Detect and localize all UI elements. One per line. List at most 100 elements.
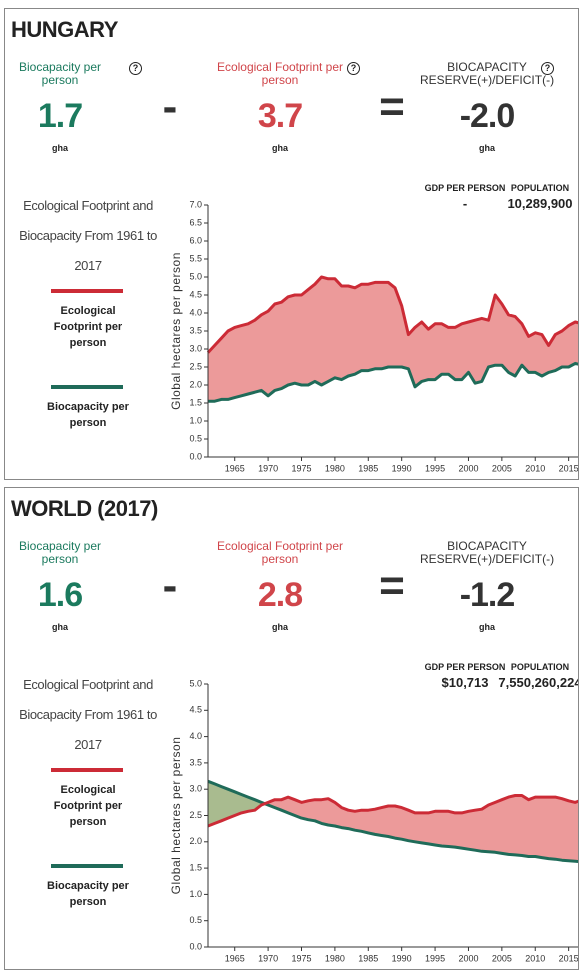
x-tick-label: 1985 xyxy=(358,953,378,963)
x-tick-label: 2015 xyxy=(559,953,579,963)
legend-label: Biocapacity per person xyxy=(47,880,129,908)
country-panel: ? ? ? HUNGARY Biocapacity per person 1.7 gh… xyxy=(4,8,579,480)
y-tick-label: 2.0 xyxy=(189,836,202,846)
biocapacity-value: 1.6 xyxy=(37,576,83,614)
chart-caption: Ecological Footprint and Biocapacity Fro… xyxy=(19,677,157,752)
legend-label: Ecological Footprint per person xyxy=(53,784,123,828)
biocapacity-unit: gha xyxy=(51,622,68,632)
x-tick-label: 1995 xyxy=(425,953,445,963)
y-tick-label: 1.5 xyxy=(189,862,202,872)
world-panel: WORLD (2017) Biocapacity per person 1.6 gha… xyxy=(4,487,579,970)
x-tick-label: 1990 xyxy=(392,463,412,473)
footprint-value: 2.8 xyxy=(257,576,303,614)
gdp-label: GDP PER PERSON xyxy=(424,183,506,193)
y-tick-label: 7.0 xyxy=(189,199,202,209)
gap-area xyxy=(208,795,578,862)
x-tick-label: 1990 xyxy=(392,953,412,963)
y-axis-label: Global hectares per person xyxy=(169,252,183,410)
y-tick-label: 0.5 xyxy=(189,433,202,443)
series-line xyxy=(208,361,578,403)
panel-title: WORLD (2017) xyxy=(11,496,158,521)
population-label: POPULATION xyxy=(510,183,570,193)
legend-label: Biocapacity per person xyxy=(47,401,129,429)
y-tick-label: 5.5 xyxy=(189,253,202,263)
biocapacity-label: Biocapacity per person xyxy=(18,539,102,566)
series-line xyxy=(206,275,578,354)
biocapacity-label: Biocapacity per person xyxy=(18,60,102,87)
population-label: POPULATION xyxy=(510,662,570,672)
y-tick-label: 1.0 xyxy=(189,415,202,425)
equals-sign: = xyxy=(379,82,405,131)
x-tick-label: 2010 xyxy=(525,463,545,473)
minus-sign: - xyxy=(162,82,178,131)
y-tick-label: 0.5 xyxy=(189,915,202,925)
x-tick-label: 1975 xyxy=(291,463,311,473)
x-tick-label: 2000 xyxy=(458,953,478,963)
population-value: 7,550,260,224 xyxy=(498,675,579,690)
help-icon[interactable]: ? xyxy=(129,62,142,75)
x-tick-label: 2010 xyxy=(525,953,545,963)
population-value: 10,289,900 xyxy=(507,196,573,211)
reserve-label: BIOCAPACITY RESERVE(+)/DEFICIT(-) xyxy=(419,60,555,87)
help-icon[interactable]: ? xyxy=(541,62,554,75)
x-tick-label: 2005 xyxy=(492,953,512,963)
y-tick-label: 3.0 xyxy=(189,784,202,794)
series-line xyxy=(207,779,578,864)
reserve-value: -1.2 xyxy=(459,576,516,614)
y-tick-label: 4.5 xyxy=(189,289,202,299)
y-tick-label: 3.0 xyxy=(189,343,202,353)
y-tick-label: 5.0 xyxy=(189,271,202,281)
y-tick-label: 0.0 xyxy=(189,941,202,951)
x-tick-label: 2015 xyxy=(559,463,579,473)
gdp-label: GDP PER PERSON xyxy=(424,662,506,672)
legend-swatch xyxy=(51,289,123,293)
y-tick-label: 1.5 xyxy=(189,397,202,407)
y-tick-label: 2.5 xyxy=(189,361,202,371)
equals-sign: = xyxy=(379,561,405,610)
x-tick-label: 1980 xyxy=(325,953,345,963)
reserve-unit: gha xyxy=(478,622,495,632)
footprint-unit: gha xyxy=(271,622,288,632)
legend-swatch xyxy=(51,385,123,389)
x-tick-label: 1980 xyxy=(325,463,345,473)
x-tick-label: 1975 xyxy=(291,953,311,963)
y-tick-label: 4.0 xyxy=(189,731,202,741)
biocapacity-unit: gha xyxy=(51,143,68,153)
y-tick-label: 4.5 xyxy=(189,705,202,715)
x-tick-label: 2005 xyxy=(492,463,512,473)
biocapacity-value: 1.7 xyxy=(37,97,83,135)
legend-swatch xyxy=(51,768,123,772)
y-axis-label: Global hectares per person xyxy=(169,737,183,895)
y-tick-label: 4.0 xyxy=(189,307,202,317)
y-tick-label: 0.0 xyxy=(189,451,202,461)
y-tick-label: 2.5 xyxy=(189,810,202,820)
minus-sign: - xyxy=(162,561,178,610)
chart: 0.0 0.5 1.0 1.5 2.0 2.5 3.0 3.5 4.0 4.5 5.0 1965 197… xyxy=(169,678,579,963)
footprint-value: 3.7 xyxy=(257,97,303,135)
legend-label: Ecological Footprint per person xyxy=(53,305,123,349)
gdp-value: $10,713 xyxy=(441,675,489,690)
reserve-value: -2.0 xyxy=(459,97,516,135)
x-tick-label: 2000 xyxy=(458,463,478,473)
footprint-unit: gha xyxy=(271,143,288,153)
gdp-value: - xyxy=(462,196,468,211)
x-tick-label: 1995 xyxy=(425,463,445,473)
y-tick-label: 5.0 xyxy=(189,678,202,688)
reserve-label: BIOCAPACITY RESERVE(+)/DEFICIT(-) xyxy=(419,539,555,566)
chart-caption: Ecological Footprint and Biocapacity Fro… xyxy=(19,198,157,273)
y-tick-label: 6.0 xyxy=(189,235,202,245)
legend-swatch xyxy=(51,864,123,868)
x-tick-label: 1965 xyxy=(225,953,245,963)
x-tick-label: 1985 xyxy=(358,463,378,473)
x-tick-label: 1970 xyxy=(258,463,278,473)
y-tick-label: 3.5 xyxy=(189,325,202,335)
footprint-label: Ecological Footprint per person xyxy=(216,539,344,566)
chart: 0.0 0.5 1.0 1.5 2.0 2.5 3.0 3.5 4.0 4.5 5.0 5.5 6.0 6… xyxy=(169,199,579,473)
y-tick-label: 6.5 xyxy=(189,217,202,227)
reserve-unit: gha xyxy=(478,143,495,153)
help-icon[interactable]: ? xyxy=(347,62,360,75)
x-tick-label: 1970 xyxy=(258,953,278,963)
y-tick-label: 3.5 xyxy=(189,757,202,767)
x-tick-label: 1965 xyxy=(225,463,245,473)
